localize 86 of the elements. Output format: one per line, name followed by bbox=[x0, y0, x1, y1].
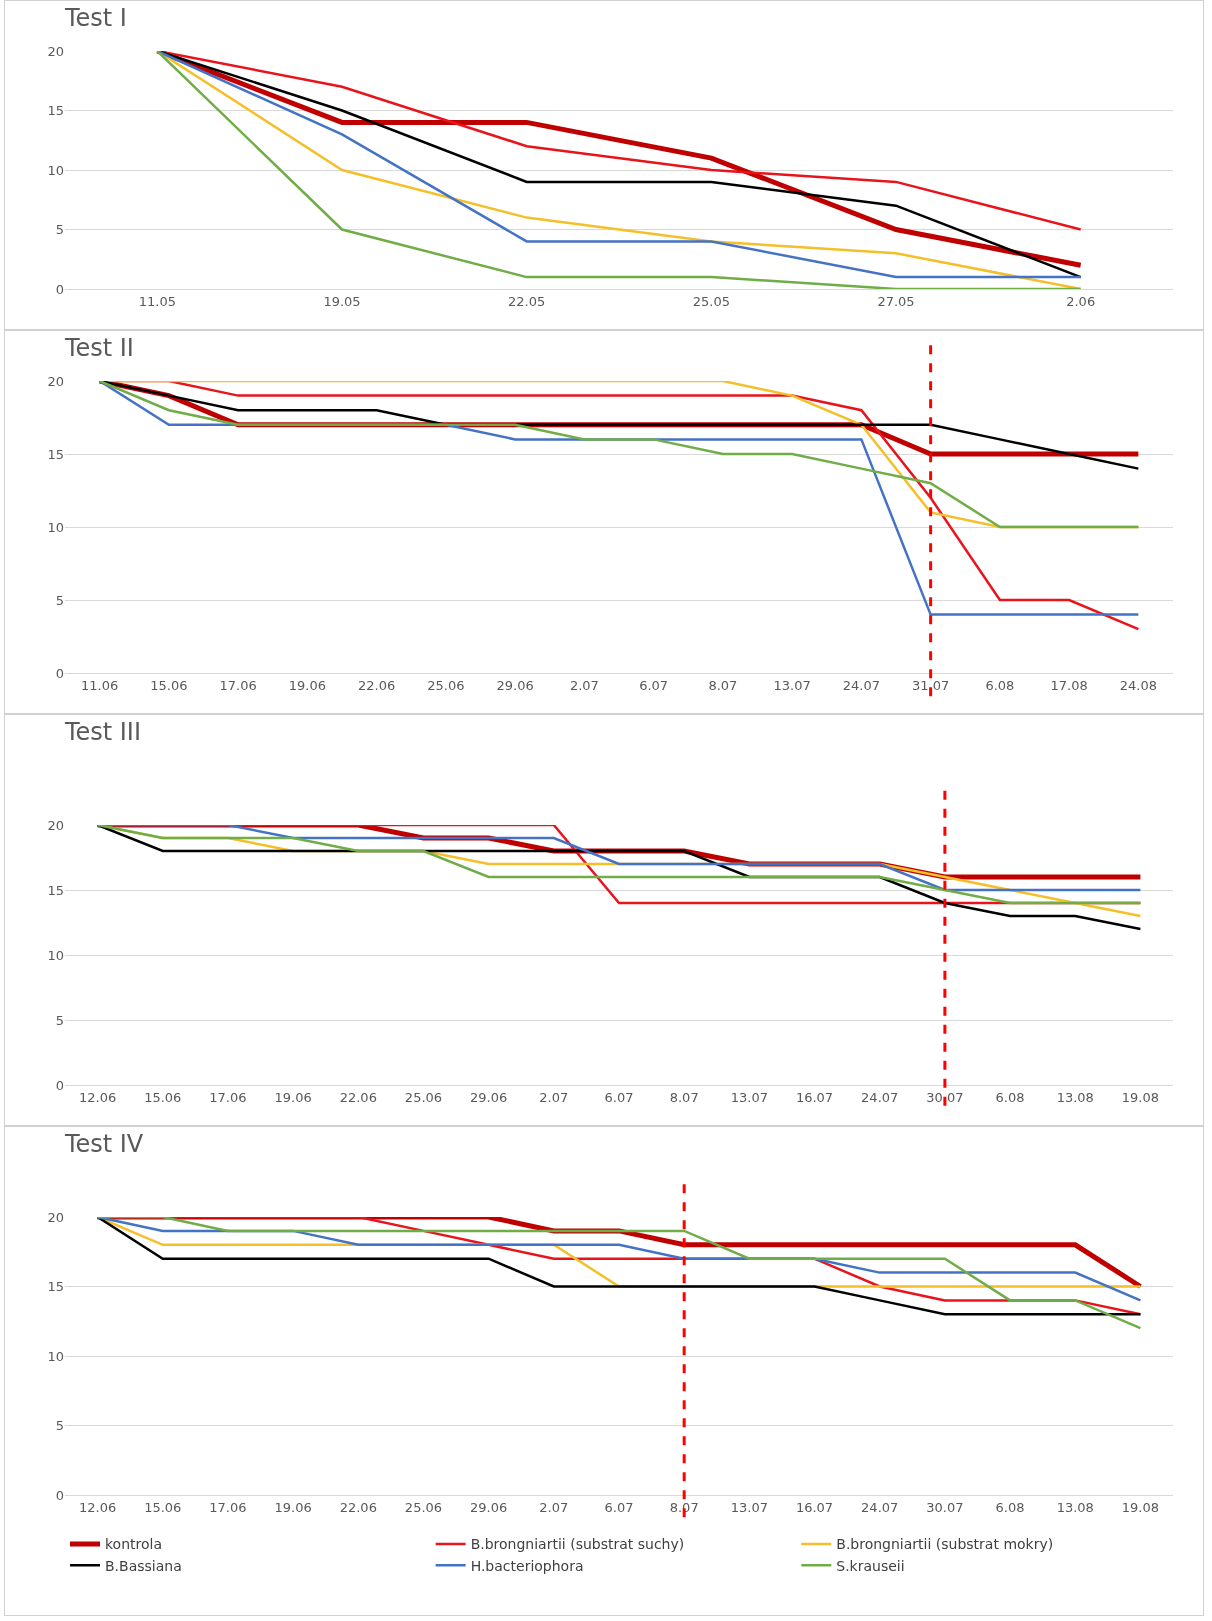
x-tick-label: 13.07 bbox=[730, 1499, 768, 1515]
legend-label: B.brongniartii (substrat suchy) bbox=[470, 1536, 685, 1553]
x-tick-label: 17.06 bbox=[209, 1499, 247, 1515]
x-tick-label: 6.08 bbox=[985, 677, 1015, 693]
x-tick-label: 22.06 bbox=[339, 1499, 377, 1515]
y-tick-label: 20 bbox=[47, 43, 64, 59]
x-tick-label: 8.07 bbox=[669, 1499, 699, 1515]
y-tick-label: 10 bbox=[47, 162, 64, 178]
x-tick-label: 11.05 bbox=[138, 293, 176, 309]
x-tick-label: 2.07 bbox=[539, 1089, 569, 1105]
y-tick-label: 10 bbox=[47, 1348, 64, 1364]
x-tick-label: 22.05 bbox=[508, 293, 546, 309]
x-tick-label: 19.08 bbox=[1121, 1089, 1160, 1105]
x-tick-label: 15.06 bbox=[150, 677, 188, 693]
x-tick-label: 6.08 bbox=[995, 1499, 1025, 1515]
x-tick-label: 2.07 bbox=[569, 677, 599, 693]
legend-label: B.brongniartii (substrat mokry) bbox=[836, 1536, 1054, 1553]
y-tick-label: 5 bbox=[55, 592, 64, 608]
x-tick-label: 31.07 bbox=[912, 677, 950, 693]
x-tick-label: 22.06 bbox=[358, 677, 396, 693]
x-tick-label: 25.06 bbox=[404, 1499, 443, 1515]
chart-title: Test II bbox=[63, 333, 134, 362]
x-tick-label: 19.08 bbox=[1121, 1499, 1160, 1515]
x-tick-label: 15.06 bbox=[144, 1089, 182, 1105]
x-tick-label: 25.06 bbox=[404, 1089, 443, 1105]
y-tick-label: 20 bbox=[47, 817, 64, 833]
x-tick-label: 17.08 bbox=[1050, 677, 1088, 693]
legend-label: B.Bassiana bbox=[105, 1557, 182, 1574]
y-tick-label: 20 bbox=[47, 373, 64, 389]
y-tick-label: 10 bbox=[47, 947, 64, 963]
y-tick-label: 0 bbox=[55, 1077, 64, 1093]
y-tick-label: 5 bbox=[55, 1012, 64, 1028]
chart-title: Test IV bbox=[63, 1129, 144, 1158]
x-tick-label: 6.08 bbox=[995, 1089, 1025, 1105]
x-tick-label: 2.06 bbox=[1066, 293, 1096, 309]
x-tick-label: 19.06 bbox=[274, 1089, 312, 1105]
y-tick-label: 10 bbox=[47, 519, 64, 535]
y-tick-label: 0 bbox=[55, 665, 64, 681]
legend-label: kontrola bbox=[105, 1536, 163, 1553]
y-tick-label: 15 bbox=[47, 446, 64, 462]
x-tick-label: 19.05 bbox=[323, 293, 361, 309]
x-tick-label: 27.05 bbox=[877, 293, 915, 309]
x-tick-label: 29.06 bbox=[470, 1499, 508, 1515]
x-tick-label: 12.06 bbox=[78, 1499, 117, 1515]
x-tick-label: 12.06 bbox=[78, 1089, 117, 1105]
x-tick-label: 6.07 bbox=[604, 1089, 634, 1105]
x-tick-label: 30.07 bbox=[926, 1499, 964, 1515]
x-tick-label: 24.07 bbox=[861, 1499, 899, 1515]
x-tick-label: 19.06 bbox=[274, 1499, 312, 1515]
x-tick-label: 8.07 bbox=[669, 1089, 699, 1105]
x-tick-label: 13.08 bbox=[1056, 1089, 1094, 1105]
x-tick-label: 25.06 bbox=[427, 677, 465, 693]
y-tick-label: 15 bbox=[47, 1279, 64, 1295]
x-tick-label: 17.06 bbox=[209, 1089, 247, 1105]
x-tick-label: 29.06 bbox=[496, 677, 534, 693]
x-tick-label: 13.07 bbox=[773, 677, 811, 693]
x-tick-label: 16.07 bbox=[795, 1089, 834, 1105]
y-tick-label: 15 bbox=[47, 103, 64, 119]
y-tick-label: 20 bbox=[47, 1209, 64, 1225]
y-tick-label: 5 bbox=[55, 1418, 64, 1434]
chart-title: Test III bbox=[63, 717, 142, 746]
x-tick-label: 15.06 bbox=[144, 1499, 182, 1515]
x-tick-label: 11.06 bbox=[81, 677, 119, 693]
legend-label: S.krauseii bbox=[836, 1557, 905, 1574]
x-tick-label: 2.07 bbox=[539, 1499, 569, 1515]
y-tick-label: 5 bbox=[55, 222, 64, 238]
x-tick-label: 24.08 bbox=[1119, 677, 1157, 693]
legend-label: H.bacteriophora bbox=[470, 1557, 584, 1574]
x-tick-label: 6.07 bbox=[639, 677, 669, 693]
x-tick-label: 13.07 bbox=[730, 1089, 768, 1105]
x-tick-label: 8.07 bbox=[708, 677, 738, 693]
x-tick-label: 30.07 bbox=[926, 1089, 964, 1105]
y-tick-label: 0 bbox=[55, 281, 64, 297]
x-tick-label: 13.08 bbox=[1056, 1499, 1094, 1515]
chart-title: Test I bbox=[63, 3, 127, 32]
x-tick-label: 19.06 bbox=[288, 677, 326, 693]
x-tick-label: 6.07 bbox=[604, 1499, 634, 1515]
x-tick-label: 22.06 bbox=[339, 1089, 377, 1105]
y-tick-label: 15 bbox=[47, 882, 64, 898]
x-tick-label: 29.06 bbox=[470, 1089, 508, 1105]
x-tick-label: 16.07 bbox=[795, 1499, 834, 1515]
x-tick-label: 25.05 bbox=[692, 293, 730, 309]
x-tick-label: 24.07 bbox=[842, 677, 880, 693]
y-tick-label: 0 bbox=[55, 1487, 64, 1503]
x-tick-label: 24.07 bbox=[861, 1089, 899, 1105]
x-tick-label: 17.06 bbox=[219, 677, 257, 693]
